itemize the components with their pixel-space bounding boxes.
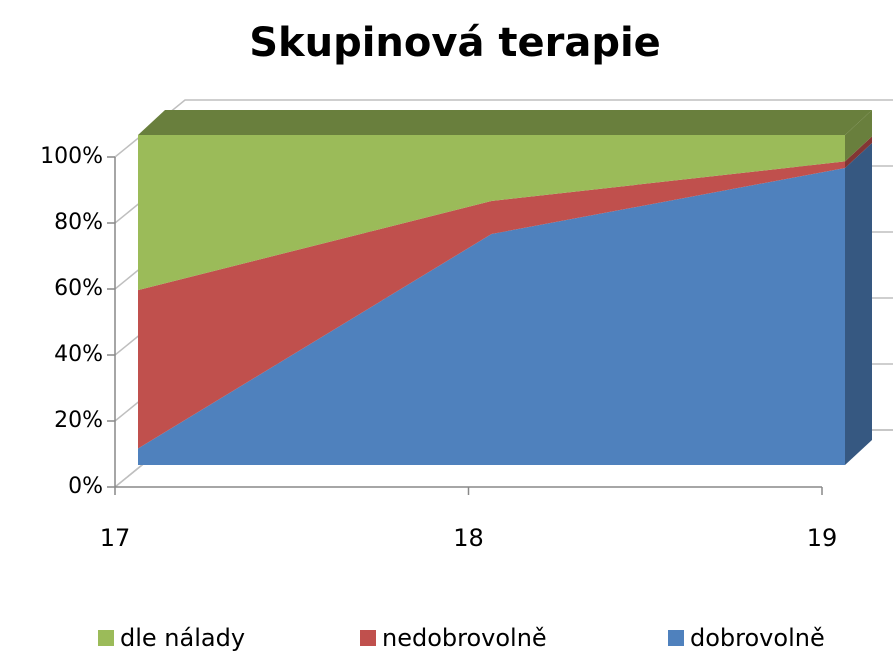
- y-tick-label: 60%: [54, 276, 103, 301]
- area-top: [138, 110, 872, 135]
- chart-title: Skupinová terapie: [249, 20, 661, 66]
- legend-swatch: [668, 630, 684, 646]
- area-side: [845, 110, 872, 162]
- x-tick-label: 19: [807, 524, 838, 552]
- legend-label: dobrovolně: [690, 624, 825, 652]
- legend-swatch: [98, 630, 114, 646]
- legend-swatch: [360, 630, 376, 646]
- area: [138, 135, 845, 291]
- y-tick-label: 40%: [54, 342, 103, 367]
- y-tick-label: 100%: [40, 144, 103, 169]
- area: [138, 168, 845, 465]
- x-tick-label: 17: [100, 524, 131, 552]
- y-tick-label: 20%: [54, 408, 103, 433]
- area-side: [845, 143, 872, 465]
- y-tick-label: 80%: [54, 210, 103, 235]
- x-tick-label: 18: [453, 524, 484, 552]
- area: [138, 161, 845, 449]
- legend-label: dle nálady: [120, 624, 245, 652]
- legend-label: nedobrovolně: [382, 624, 547, 652]
- area-side: [845, 136, 872, 168]
- y-tick-label: 0%: [68, 474, 103, 499]
